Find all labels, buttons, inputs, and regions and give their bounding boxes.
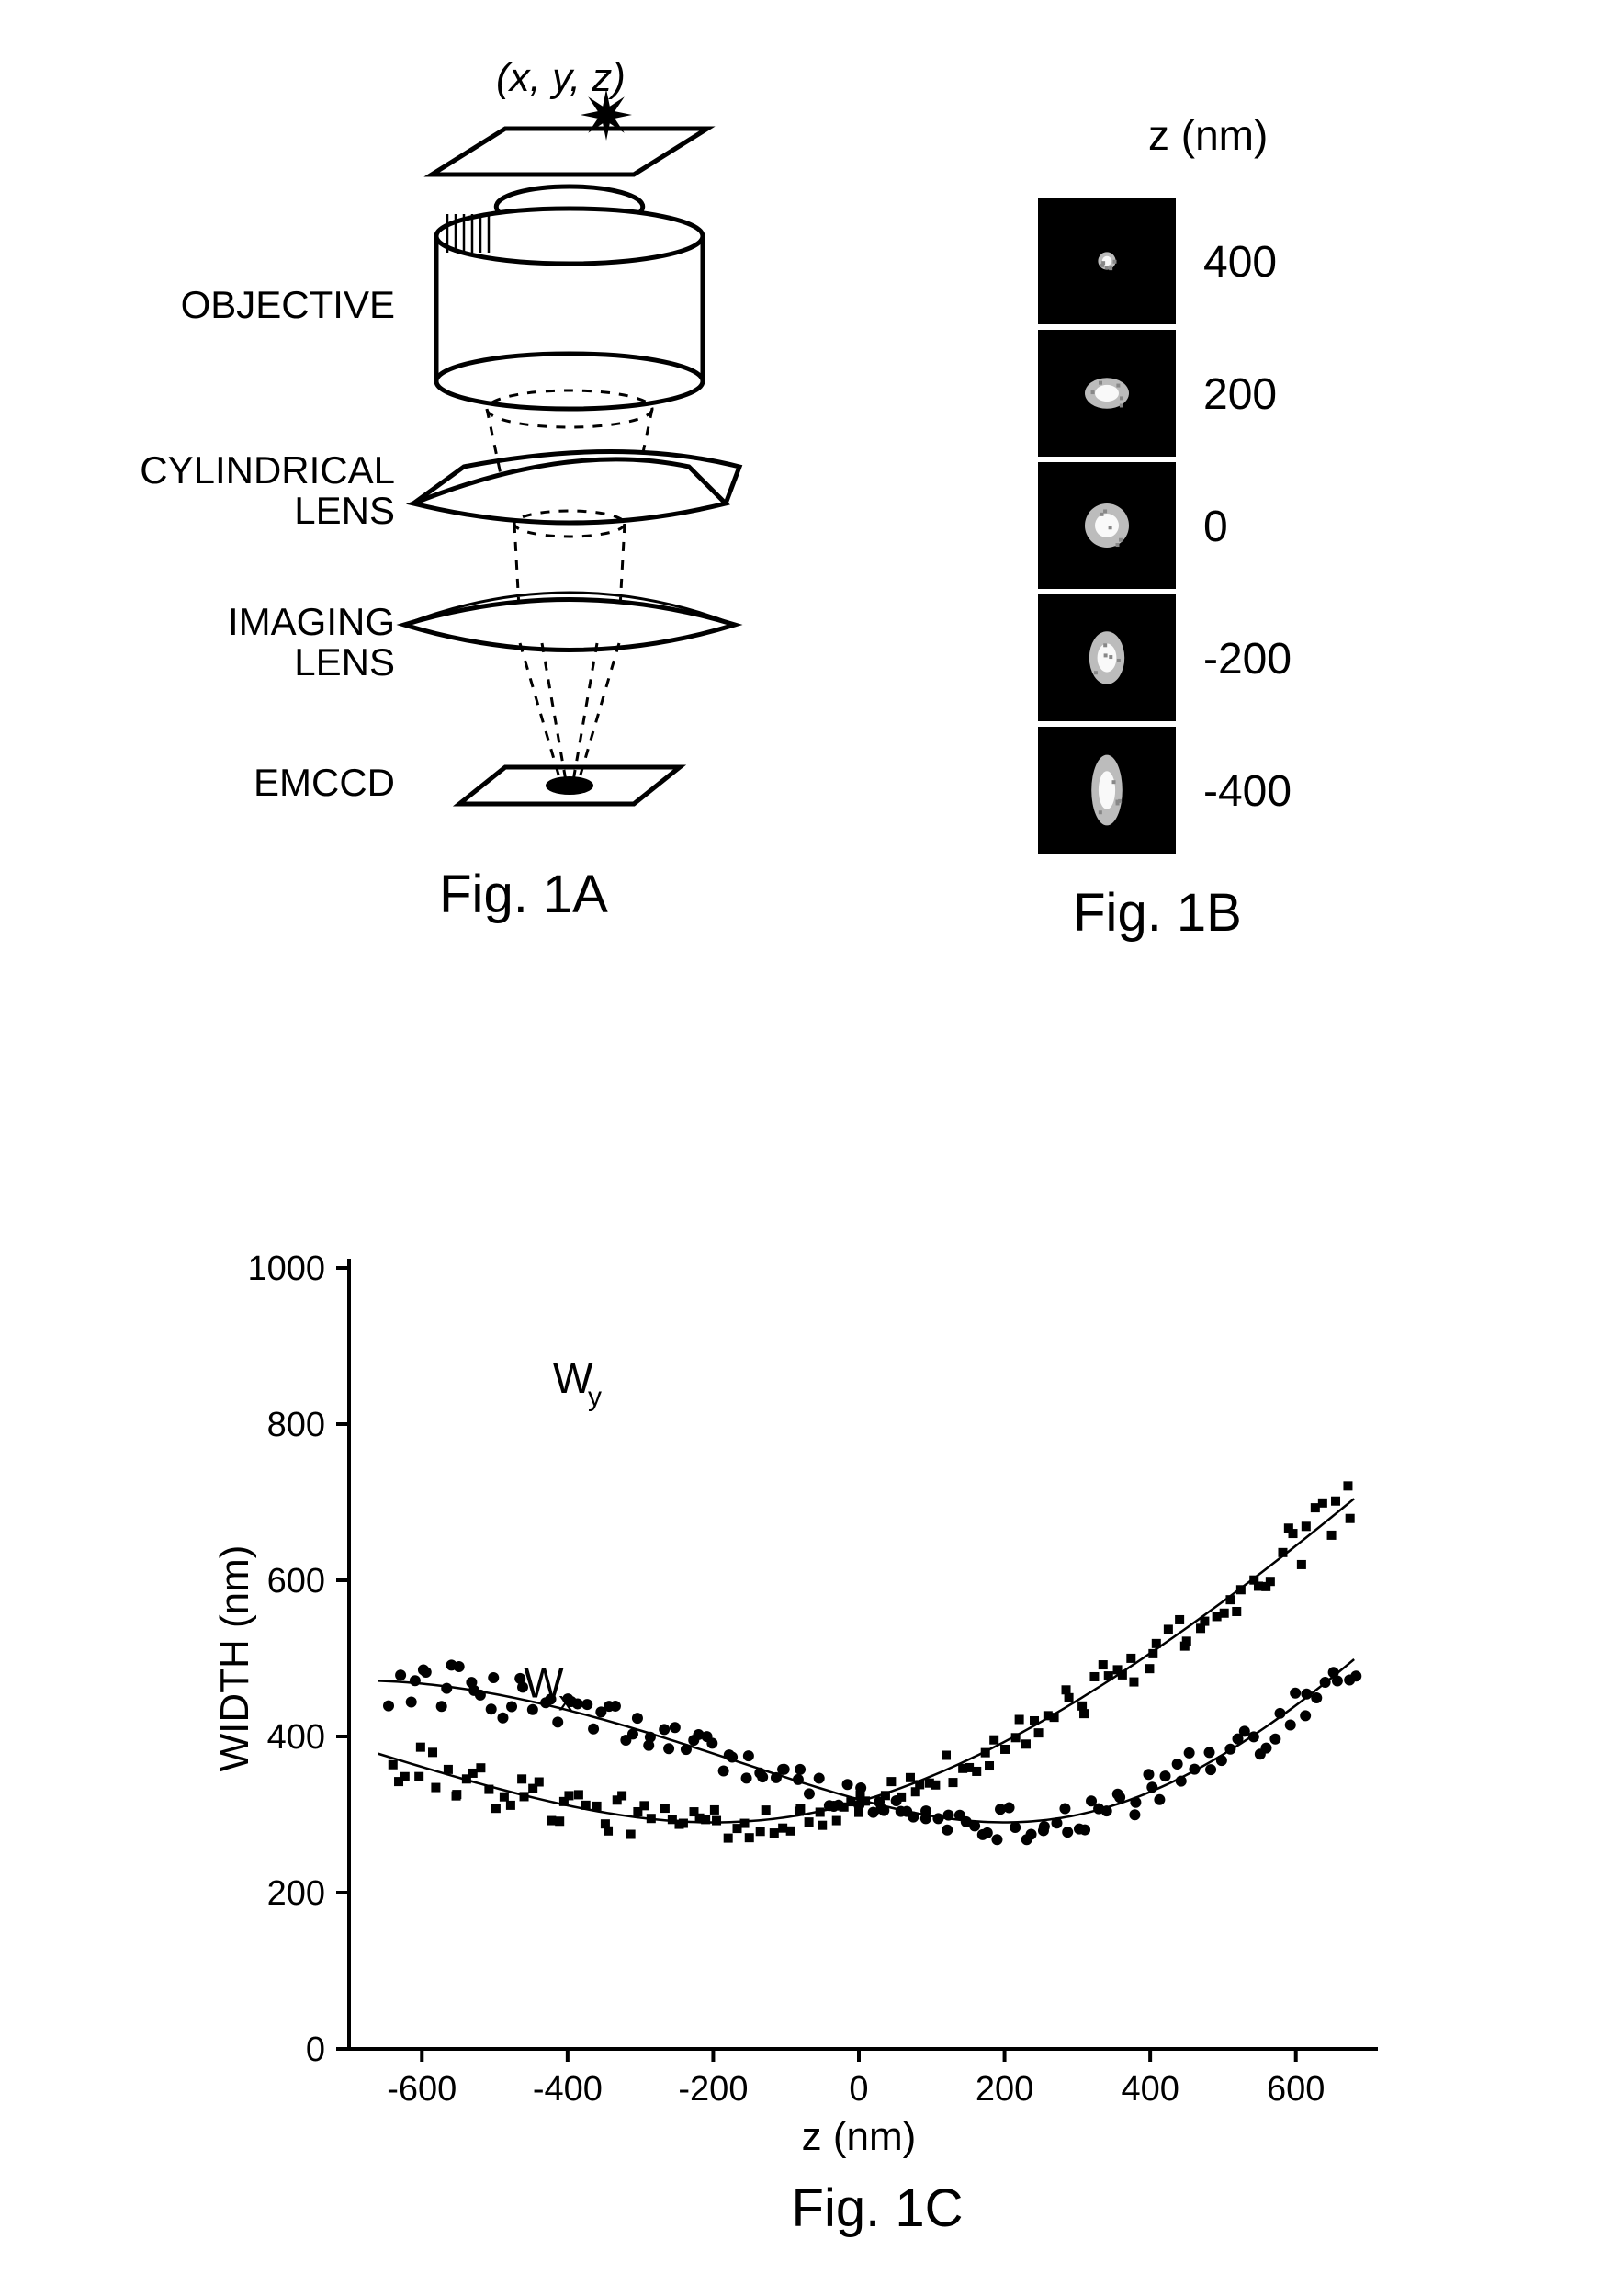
- svg-text:400: 400: [1121, 2070, 1179, 2109]
- fig-1b-value: -200: [1203, 634, 1292, 684]
- fig-1b-tile: [1038, 594, 1176, 721]
- fig-1b-caption: Fig. 1B: [992, 882, 1323, 944]
- svg-text:-400: -400: [533, 2070, 603, 2109]
- svg-text:0: 0: [306, 2030, 325, 2069]
- svg-text:y: y: [588, 1382, 602, 1412]
- fig-1b-header: z (nm): [1148, 110, 1268, 160]
- svg-text:200: 200: [267, 1874, 325, 1913]
- fig-1a-label: IMAGING LENS: [138, 602, 395, 683]
- fig-1b-value: -400: [1203, 766, 1292, 817]
- svg-text:x: x: [558, 1687, 572, 1717]
- svg-text:200: 200: [976, 2070, 1033, 2109]
- fig-1a-label: OBJECTIVE: [138, 285, 395, 325]
- fig-1a-label: EMCCD: [138, 763, 395, 803]
- fig-1a-caption: Fig. 1A: [358, 864, 689, 925]
- svg-text:400: 400: [267, 1718, 325, 1757]
- fig-1c-chart: -600 -400 -200 0 200 400 600 0 200 400 600 800 1000 z…: [211, 1240, 1396, 2177]
- fig-1c-caption: Fig. 1C: [730, 2177, 1024, 2239]
- svg-text:800: 800: [267, 1406, 325, 1444]
- svg-text:-600: -600: [387, 2070, 457, 2109]
- fig-1b-value: 200: [1203, 369, 1277, 420]
- svg-text:600: 600: [267, 1562, 325, 1600]
- svg-text:WIDTH (nm): WIDTH (nm): [212, 1545, 257, 1772]
- svg-text:600: 600: [1267, 2070, 1325, 2109]
- svg-text:0: 0: [849, 2070, 868, 2109]
- svg-text:1000: 1000: [247, 1250, 325, 1288]
- svg-text:-200: -200: [678, 2070, 748, 2109]
- fig-1b-tile: [1038, 330, 1176, 457]
- fig-1b-tile: [1038, 198, 1176, 324]
- fig-1b-value: 0: [1203, 502, 1228, 552]
- fig-1b-tile: [1038, 462, 1176, 589]
- fig-1b-value: 400: [1203, 237, 1277, 288]
- fig-1a-label: CYLINDRICAL LENS: [138, 450, 395, 531]
- fig-1a-point-label: (x, y, z): [496, 55, 626, 101]
- fig-1b-tile: [1038, 727, 1176, 854]
- svg-text:z (nm): z (nm): [802, 2114, 917, 2159]
